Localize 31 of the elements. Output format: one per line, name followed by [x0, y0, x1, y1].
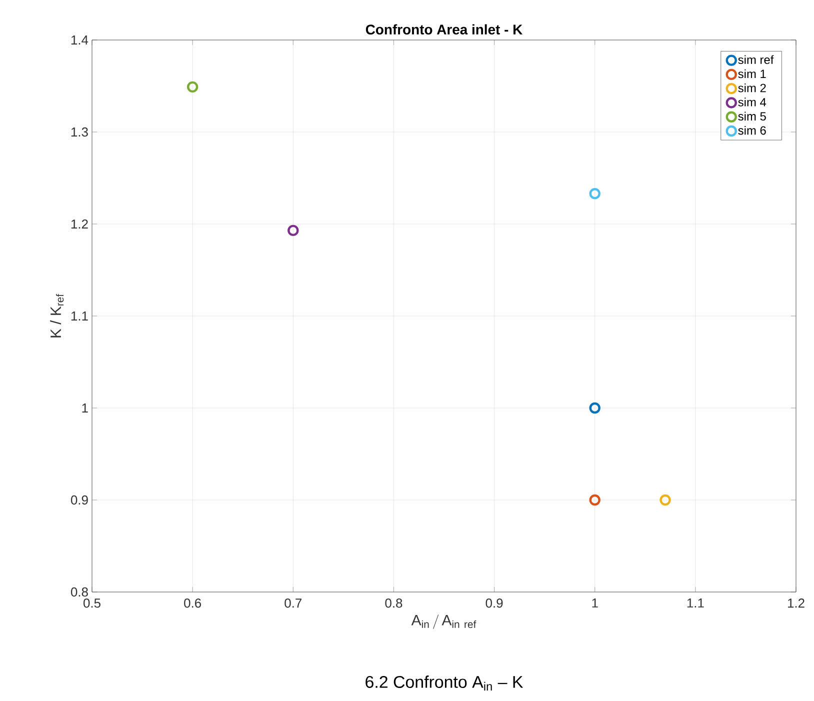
y-tick-label: 1.2: [71, 219, 88, 229]
text: 6.2 Confronto A$_{in}$ – K: [366, 676, 524, 690]
y-axis-title: K / K$_{ref}$: [50, 294, 64, 338]
point: [186, 81, 198, 93]
x-tick-label: 0.7: [284, 598, 302, 608]
point: [589, 188, 600, 200]
legend-label: sim 2: [738, 84, 766, 92]
chart-title: Confronto Area inlet - K: [366, 24, 523, 34]
y-tick-label: 0.8: [70, 587, 88, 597]
y-tick-label: 1: [82, 404, 88, 412]
y-tick-label: 1.4: [71, 36, 88, 44]
x-tick-label: 0.5: [84, 598, 100, 608]
legend-label: sim 6: [738, 126, 766, 135]
x-tick-label: 1.1: [687, 598, 704, 608]
y-tick-label: 1.1: [71, 312, 88, 320]
x-tick-label: 0.6: [184, 598, 202, 608]
point: [589, 494, 600, 506]
x-tick-label: 1.2: [788, 598, 804, 608]
x-axis-title: $\mathrm{A}_{\mathrm{in}}\,/\,\mathrm{A}_{\mathrm{in\ ref}}$: [411, 614, 476, 629]
legend-label: sim ref: [738, 55, 774, 64]
x-tick-label: 0.8: [385, 598, 402, 608]
point: [660, 494, 671, 506]
point: [589, 402, 600, 414]
x-tick-label: 0.9: [486, 598, 503, 608]
x-tick-label: 1: [592, 598, 598, 608]
legend-label: sim 5: [738, 112, 766, 121]
y-tick-label: 1.3: [71, 127, 88, 137]
point: [288, 224, 299, 236]
legend-label: sim 1: [738, 69, 766, 78]
y-tick-label: 0.9: [70, 495, 88, 505]
legend-label: sim 4: [738, 98, 766, 106]
